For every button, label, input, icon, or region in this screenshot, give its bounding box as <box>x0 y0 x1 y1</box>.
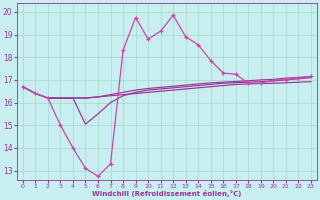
X-axis label: Windchill (Refroidissement éolien,°C): Windchill (Refroidissement éolien,°C) <box>92 190 242 197</box>
